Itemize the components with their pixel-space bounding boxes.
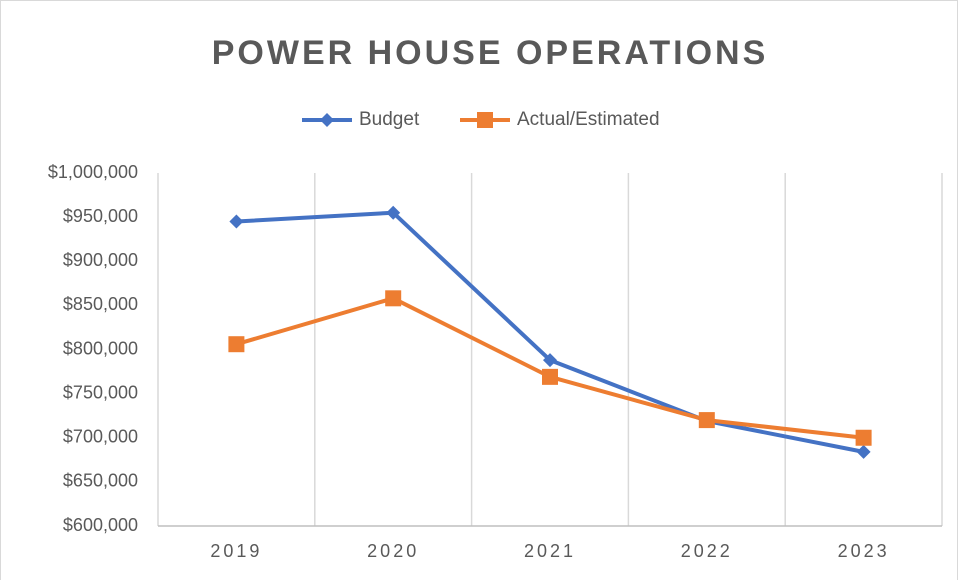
marker: [855, 429, 872, 446]
x-tick-label: 2022: [681, 541, 733, 561]
x-tick-label: 2021: [524, 541, 576, 561]
marker: [698, 412, 715, 429]
x-tick-label: 2019: [210, 541, 262, 561]
legend-label: Actual/Estimated: [517, 109, 660, 130]
y-tick-label: $850,000: [63, 294, 138, 314]
marker: [385, 290, 402, 307]
y-tick-label: $800,000: [63, 338, 138, 358]
y-tick-label: $600,000: [63, 515, 138, 535]
marker: [228, 336, 245, 353]
marker: [856, 444, 871, 459]
y-tick-label: $1,000,000: [48, 162, 138, 182]
legend-label: Budget: [359, 109, 420, 130]
y-tick-label: $700,000: [63, 427, 138, 447]
x-tick-label: 2023: [838, 541, 890, 561]
y-tick-label: $900,000: [63, 250, 138, 270]
marker: [229, 214, 244, 229]
legend-marker: [320, 113, 334, 127]
x-tick-label: 2020: [367, 541, 419, 561]
y-tick-label: $650,000: [63, 471, 138, 491]
marker: [543, 353, 557, 368]
y-tick-label: $750,000: [63, 382, 138, 402]
legend-marker: [477, 112, 493, 128]
chart-title: POWER HOUSE OPERATIONS: [212, 34, 769, 72]
y-tick-label: $950,000: [63, 206, 138, 226]
marker: [386, 205, 401, 220]
marker: [542, 368, 558, 385]
